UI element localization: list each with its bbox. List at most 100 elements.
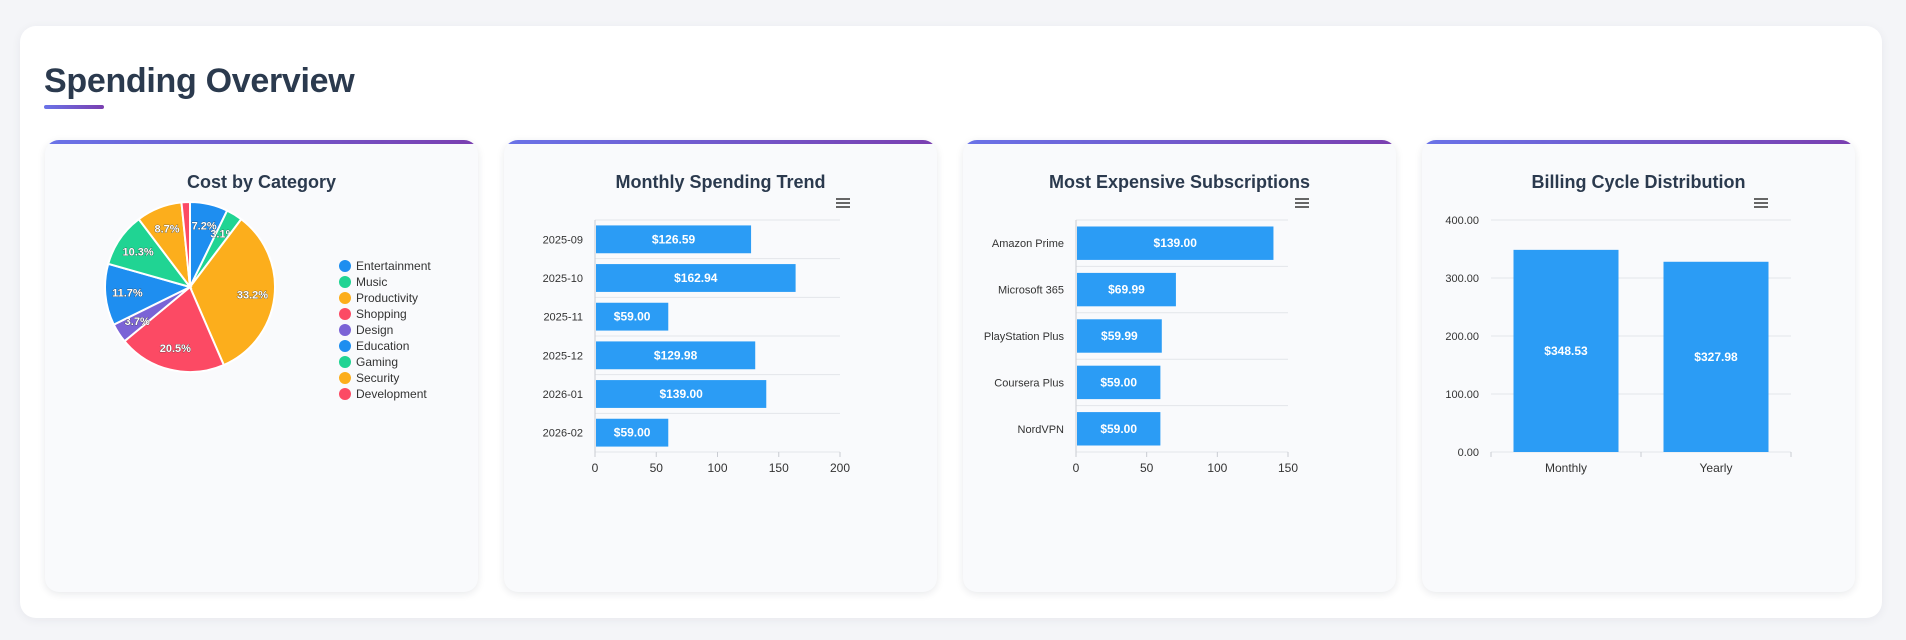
category-label: Coursera Plus bbox=[994, 377, 1064, 389]
category-label: Microsoft 365 bbox=[998, 285, 1064, 297]
pie-slice-productivity bbox=[188, 217, 276, 367]
x-tick-label: 100 bbox=[707, 461, 727, 475]
bar-value-label: $126.59 bbox=[652, 232, 696, 246]
card-accent-bar bbox=[45, 140, 478, 144]
legend-label: Entertainment bbox=[356, 259, 431, 273]
bar-value-label: $59.99 bbox=[1101, 329, 1138, 343]
bar bbox=[596, 264, 796, 292]
category-label: 2025-12 bbox=[543, 350, 583, 362]
legend-label: Shopping bbox=[356, 307, 407, 321]
category-label: NordVPN bbox=[1018, 424, 1065, 436]
x-category-label: Monthly bbox=[1545, 461, 1587, 475]
chart-title: Most Expensive Subscriptions bbox=[1048, 172, 1311, 192]
pie-slice-label: 3.7% bbox=[125, 316, 150, 328]
card-accent-bar bbox=[1422, 140, 1855, 144]
chart-title: Cost by Category bbox=[186, 172, 337, 192]
bar bbox=[1077, 272, 1176, 307]
category-label: 2025-10 bbox=[543, 273, 583, 285]
legend-item[interactable]: Gaming bbox=[339, 354, 431, 370]
legend-label: Education bbox=[356, 339, 410, 353]
legend-dot bbox=[339, 260, 351, 272]
legend-item[interactable]: Productivity bbox=[339, 290, 431, 306]
legend-item[interactable]: Security bbox=[339, 370, 431, 386]
menu-icon-line bbox=[1295, 198, 1309, 200]
pie-slice-label: 10.3% bbox=[122, 246, 153, 258]
menu-icon-line bbox=[1754, 198, 1768, 200]
y-tick-label: 200.00 bbox=[1445, 331, 1479, 343]
bar-value-label: $139.00 bbox=[1154, 236, 1198, 250]
bar-value-label: $69.99 bbox=[1108, 283, 1145, 297]
category-label: 2026-01 bbox=[543, 389, 583, 401]
y-tick-label: 300.00 bbox=[1445, 273, 1479, 285]
legend-item[interactable]: Entertainment bbox=[339, 258, 431, 274]
category-label: 2025-09 bbox=[543, 234, 583, 246]
legend-label: Music bbox=[356, 275, 388, 289]
menu-icon-line bbox=[1295, 202, 1309, 204]
legend-item[interactable]: Shopping bbox=[339, 306, 431, 322]
x-tick-label: 50 bbox=[1140, 461, 1154, 475]
spending-overview-panel: Spending Overview Cost by Category 7.2% 3… bbox=[20, 26, 1882, 618]
legend-label: Security bbox=[356, 371, 400, 385]
category-label: PlayStation Plus bbox=[984, 331, 1065, 343]
title-underline bbox=[44, 105, 104, 109]
cost-by-category-card: Cost by Category 7.2% 3.1% 33.2% 20.5% 3.7% 1… bbox=[45, 140, 478, 592]
menu-icon[interactable] bbox=[1754, 198, 1768, 208]
legend-dot bbox=[339, 324, 351, 336]
bar-value-label: $59.00 bbox=[614, 310, 651, 324]
bar bbox=[596, 418, 669, 447]
pie-slice-label: 8.7% bbox=[154, 223, 179, 235]
x-tick-label: 150 bbox=[769, 461, 789, 475]
x-tick-label: 0 bbox=[592, 461, 599, 475]
bar bbox=[1513, 249, 1619, 452]
legend-item[interactable]: Music bbox=[339, 274, 431, 290]
y-tick-label: 400.00 bbox=[1445, 215, 1479, 227]
menu-icon-line bbox=[836, 202, 850, 204]
monthly-spending-trend-card: Monthly Spending Trend 0 50 100 150 200 2025-… bbox=[504, 140, 937, 592]
pie-slice-label: 33.2% bbox=[237, 289, 268, 301]
x-category-label: Yearly bbox=[1700, 461, 1733, 475]
category-label: Amazon Prime bbox=[992, 238, 1064, 250]
x-tick-label: 0 bbox=[1073, 461, 1080, 475]
menu-icon-line bbox=[836, 206, 850, 208]
x-tick-label: 200 bbox=[830, 461, 850, 475]
legend-dot bbox=[339, 292, 351, 304]
menu-icon[interactable] bbox=[1295, 198, 1309, 208]
pie-slice-shopping bbox=[123, 285, 226, 373]
legend-label: Productivity bbox=[356, 291, 419, 305]
legend-item[interactable]: Education bbox=[339, 338, 431, 354]
menu-icon-line bbox=[1754, 202, 1768, 204]
pie-slice-education bbox=[104, 262, 193, 326]
legend-dot bbox=[339, 356, 351, 368]
bar-value-label: $59.00 bbox=[1100, 422, 1137, 436]
bar-value-label: $327.98 bbox=[1694, 350, 1738, 364]
legend-label: Gaming bbox=[356, 355, 399, 369]
x-tick-label: 100 bbox=[1207, 461, 1227, 475]
bar-value-label: $59.00 bbox=[614, 426, 651, 440]
y-tick-label: 0.00 bbox=[1458, 447, 1479, 459]
menu-icon-line bbox=[836, 198, 850, 200]
bar-value-label: $139.00 bbox=[659, 387, 703, 401]
chart-title: Monthly Spending Trend bbox=[615, 172, 826, 192]
x-tick-label: 50 bbox=[650, 461, 664, 475]
pie-slice-label: 20.5% bbox=[160, 343, 191, 355]
bar-value-label: $348.53 bbox=[1544, 344, 1588, 358]
legend-item[interactable]: Design bbox=[339, 322, 431, 338]
legend-dot bbox=[339, 308, 351, 320]
legend-label: Design bbox=[356, 323, 394, 337]
most-expensive-subscriptions-card: Most Expensive Subscriptions 0 50 100 150 Am… bbox=[963, 140, 1396, 592]
legend-label: Development bbox=[356, 387, 427, 401]
menu-icon[interactable] bbox=[836, 198, 850, 208]
legend-dot bbox=[339, 340, 351, 352]
billing-cycle-distribution-chart: 0.00 100.00 200.00 300.00 400.00 $348.53 Month… bbox=[1445, 198, 1792, 475]
legend-dot bbox=[339, 388, 351, 400]
x-tick-label: 150 bbox=[1278, 461, 1298, 475]
legend-item[interactable]: Development bbox=[339, 386, 431, 402]
card-accent-bar bbox=[963, 140, 1396, 144]
card-accent-bar bbox=[504, 140, 937, 144]
bar bbox=[1077, 226, 1274, 260]
legend-dot bbox=[339, 276, 351, 288]
bar bbox=[596, 380, 767, 408]
page-title: Spending Overview bbox=[44, 62, 355, 100]
menu-icon-line bbox=[1295, 206, 1309, 208]
bar bbox=[1077, 319, 1162, 353]
